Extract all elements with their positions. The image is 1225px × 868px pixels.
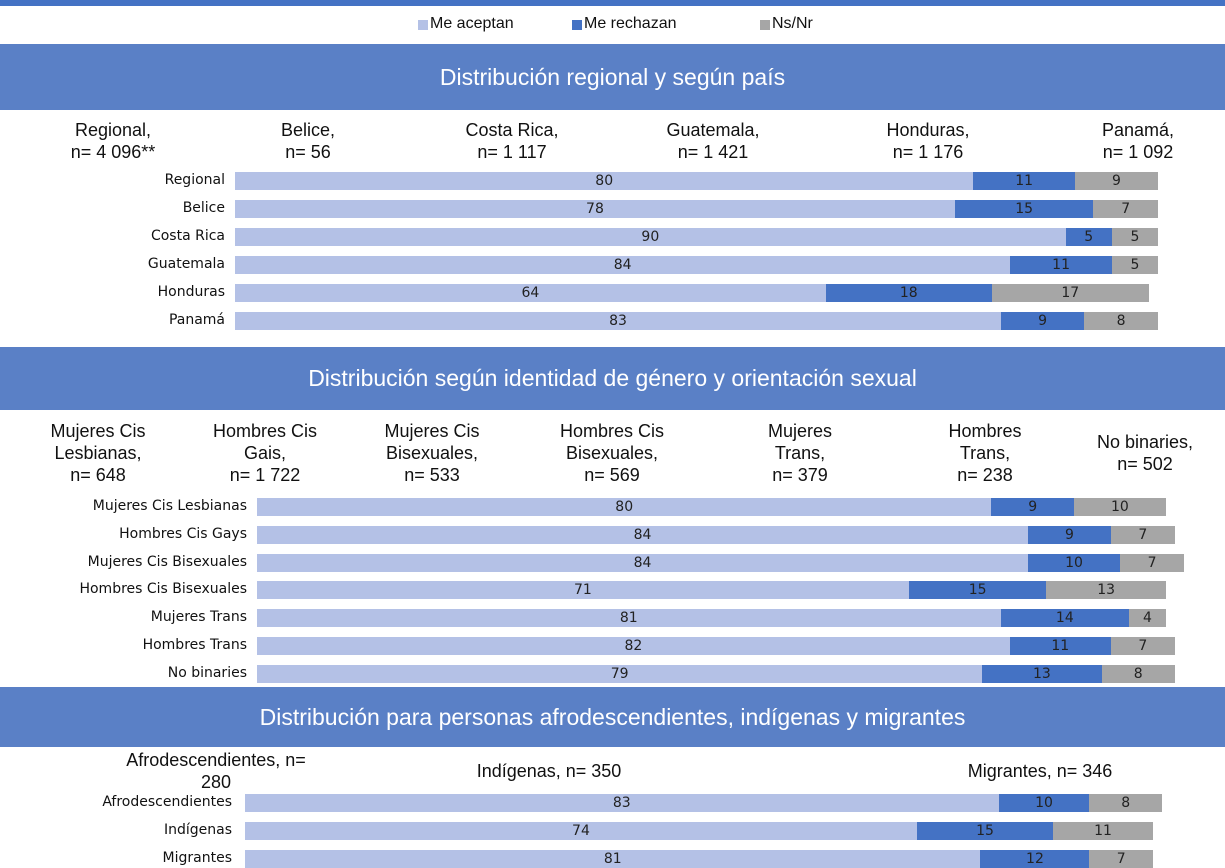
bar-segment: 71 <box>257 581 909 600</box>
bar-segment: 83 <box>245 794 999 812</box>
bar-segment: 12 <box>980 850 1090 868</box>
category-label: Costa Rica <box>150 228 225 244</box>
bar-segment: 13 <box>982 664 1102 683</box>
bar-segment: 11 <box>1009 637 1111 655</box>
bar-segment: 15 <box>908 581 1047 600</box>
category-label: Panamá <box>168 312 225 328</box>
bar-segment: 7 <box>1089 850 1153 868</box>
bar-segment: 10 <box>998 794 1090 812</box>
bar-segment: 80 <box>257 498 992 516</box>
category-label: No binaries <box>167 664 247 681</box>
bar-segment: 81 <box>245 850 981 868</box>
bar-segment: 84 <box>257 525 1029 544</box>
category-label: Honduras <box>157 284 225 300</box>
column-header: Mujeres Cis Bisexuales, n= 533 <box>384 421 480 485</box>
bar-segment: 5 <box>1065 228 1112 246</box>
bar-segment: 7 <box>1110 525 1175 544</box>
column-header: Panamá, n= 1 092 <box>1101 120 1175 162</box>
bar-segment: 11 <box>1053 822 1153 840</box>
column-header: Hombres Cis Bisexuales, n= 569 <box>559 421 665 485</box>
bar-segment: 5 <box>1111 256 1158 274</box>
category-label: Indígenas <box>163 822 232 838</box>
panel-title: Distribución regional y según país <box>0 44 1225 110</box>
legend-swatch <box>760 20 770 30</box>
panel-title: Distribución según identidad de género y… <box>0 347 1225 410</box>
bar-segment: 15 <box>954 200 1094 218</box>
bar-segment: 9 <box>1001 312 1085 330</box>
column-header: Mujeres Cis Lesbianas, n= 648 <box>50 421 146 485</box>
category-label: Guatemala <box>147 256 225 272</box>
category-label: Mujeres Cis Lesbianas <box>92 498 247 514</box>
column-header: Guatemala, n= 1 421 <box>666 120 760 162</box>
bar-segment: 8 <box>1089 794 1163 812</box>
bar-segment: 15 <box>916 822 1054 840</box>
legend-swatch <box>418 20 428 30</box>
column-header: Mujeres Trans, n= 379 <box>767 421 833 485</box>
legend-label: Me aceptan <box>430 15 514 32</box>
bar-segment: 10 <box>1028 553 1120 572</box>
bar-segment: 84 <box>257 553 1029 572</box>
bar-segment: 18 <box>825 284 992 302</box>
bar-segment: 9 <box>1028 525 1111 544</box>
bar-segment: 78 <box>235 200 955 218</box>
bar-segment: 81 <box>257 609 1001 628</box>
bar-segment: 8 <box>1101 664 1175 683</box>
column-header: Belice, n= 56 <box>280 120 336 162</box>
bar-segment: 7 <box>1093 200 1158 218</box>
legend-label: Me rechazan <box>584 15 677 32</box>
bar-segment: 7 <box>1119 553 1185 572</box>
bar-segment: 74 <box>245 822 917 840</box>
bar-segment: 90 <box>235 228 1066 246</box>
bar-segment: 83 <box>235 312 1002 330</box>
panel-title: Distribución para personas afrodescendie… <box>0 687 1225 747</box>
bar-segment: 84 <box>235 256 1011 274</box>
column-header: Indígenas, n= 350 <box>476 761 622 781</box>
bar-segment: 14 <box>1000 609 1130 628</box>
category-label: Belice <box>182 200 225 216</box>
bar-segment: 8 <box>1084 312 1158 330</box>
bar-segment: 7 <box>1110 637 1175 655</box>
top-strip <box>0 0 1225 6</box>
category-label: Migrantes <box>162 850 232 866</box>
bar-segment: 9 <box>991 498 1074 516</box>
column-header: Hombres Cis Gais, n= 1 722 <box>212 421 318 485</box>
column-header: Afrodescendientes, n= 280 <box>126 750 306 792</box>
bar-segment: 79 <box>257 664 983 683</box>
category-label: Mujeres Cis Bisexuales <box>87 553 247 570</box>
bar-segment: 10 <box>1074 498 1166 516</box>
bar-segment: 9 <box>1074 172 1158 190</box>
category-label: Hombres Trans <box>142 637 247 653</box>
column-header: No binaries, n= 502 <box>1096 432 1194 474</box>
column-header: Regional, n= 4 096** <box>70 120 156 162</box>
category-label: Hombres Cis Gays <box>119 525 247 542</box>
bar-segment: 5 <box>1111 228 1158 246</box>
bar-segment: 4 <box>1129 609 1166 628</box>
column-header: Migrantes, n= 346 <box>967 761 1113 781</box>
category-label: Mujeres Trans <box>150 609 247 626</box>
bar-segment: 17 <box>991 284 1149 302</box>
category-label: Regional <box>164 172 225 188</box>
legend-label: Ns/Nr <box>772 15 813 32</box>
column-header: Hombres Trans, n= 238 <box>948 421 1022 485</box>
bar-segment: 13 <box>1046 581 1166 600</box>
legend-swatch <box>572 20 582 30</box>
bar-segment: 82 <box>257 637 1010 655</box>
bar-segment: 11 <box>1010 256 1112 274</box>
column-header: Honduras, n= 1 176 <box>886 120 970 162</box>
column-header: Costa Rica, n= 1 117 <box>465 120 559 162</box>
bar-segment: 80 <box>235 172 974 190</box>
bar-segment: 64 <box>235 284 826 302</box>
category-label: Afrodescendientes <box>102 794 232 810</box>
bar-segment: 11 <box>973 172 1075 190</box>
category-label: Hombres Cis Bisexuales <box>79 581 247 598</box>
